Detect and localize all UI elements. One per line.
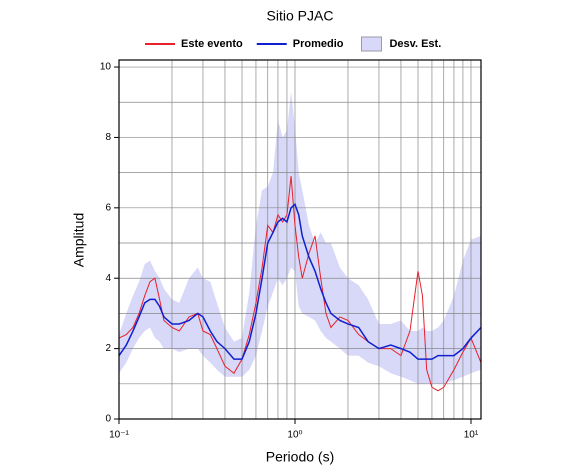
y-tick-label: 10 bbox=[100, 62, 112, 73]
plot-frame bbox=[118, 59, 482, 420]
legend-swatch bbox=[360, 36, 382, 52]
y-tick-label: 2 bbox=[105, 343, 111, 354]
y-axis-label: Amplitud bbox=[71, 213, 87, 267]
x-tick-label: 10⁻¹ bbox=[109, 430, 129, 441]
y-tick-label: 6 bbox=[105, 202, 111, 213]
x-axis-label: Periodo (s) bbox=[266, 449, 334, 465]
x-tick-label: 10¹ bbox=[464, 430, 479, 441]
legend-label: Desv. Est. bbox=[389, 38, 441, 50]
y-tick-label: 8 bbox=[105, 132, 111, 143]
legend-label: Este evento bbox=[181, 38, 243, 50]
chart-title: Sitio PJAC bbox=[267, 8, 334, 24]
data-line bbox=[118, 176, 482, 392]
x-tick-label: 10⁰ bbox=[287, 430, 302, 441]
legend-label: Promedio bbox=[293, 38, 344, 50]
y-tick-label: 0 bbox=[105, 414, 111, 425]
y-tick-label: 4 bbox=[105, 273, 111, 284]
std-band bbox=[119, 91, 481, 384]
data-line bbox=[118, 202, 482, 360]
